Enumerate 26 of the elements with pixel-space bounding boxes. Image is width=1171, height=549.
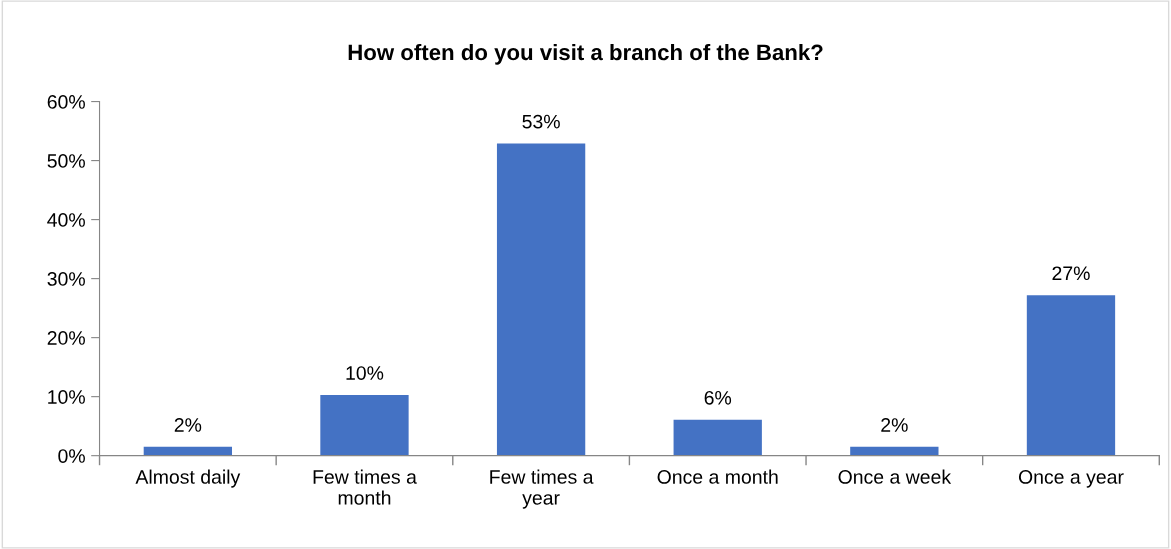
bar — [1026, 295, 1116, 456]
x-tick-label: Once a year — [1018, 470, 1124, 488]
bar — [143, 446, 232, 456]
x-tick-label: Few times a year — [490, 469, 594, 509]
bar — [673, 419, 762, 456]
y-tick-label: 20% — [47, 331, 85, 345]
y-tick-label: 60% — [47, 95, 85, 109]
x-tick-label: Few times a month — [313, 469, 417, 505]
x-tick-label: Once a month — [657, 469, 778, 484]
y-tick-label: 30% — [47, 272, 85, 286]
x-tick-label: Once a week — [838, 469, 952, 484]
chart-title: How often do you visit a branch of the Bank? — [348, 43, 823, 65]
data-label: 10% — [346, 366, 384, 380]
y-tick-label: 40% — [47, 213, 85, 227]
data-label: 6% — [704, 390, 732, 405]
y-tick-label: 10% — [48, 390, 85, 404]
data-label: 2% — [174, 418, 202, 432]
bar — [850, 446, 939, 456]
y-tick-label: 0% — [58, 449, 85, 463]
data-label: 2% — [881, 418, 908, 432]
x-tick-label: Almost daily — [135, 469, 241, 488]
bar — [496, 143, 586, 456]
y-tick-label: 50% — [47, 154, 85, 168]
data-label: 53% — [522, 114, 560, 129]
bar — [320, 394, 409, 456]
data-label: 27% — [1052, 266, 1090, 281]
